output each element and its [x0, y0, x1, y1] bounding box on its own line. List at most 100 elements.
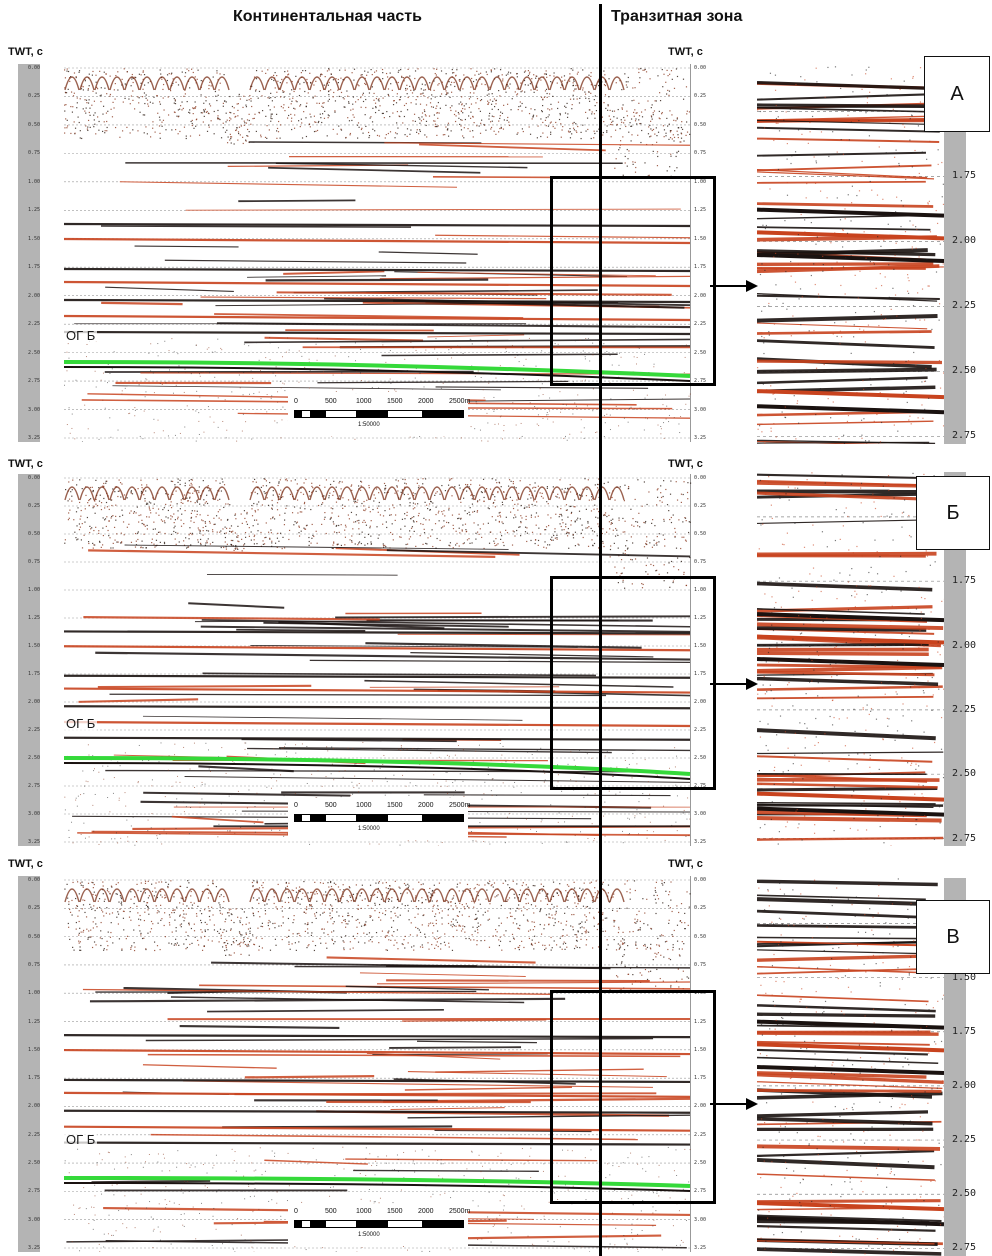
right-time-tick-label: 3.00 — [694, 811, 707, 817]
scale-bar-label: 1000 — [356, 398, 372, 405]
left-time-tick-label: 1.75 — [28, 264, 41, 271]
left-time-tick-label: 3.00 — [28, 1216, 41, 1223]
zoom-arrow — [710, 279, 758, 293]
scale-bar-label: 2500m — [449, 1208, 471, 1215]
right-time-tick-label: 1.00 — [694, 587, 707, 593]
zoom-time-tick-label: 2.75 — [952, 430, 977, 442]
zoom-time-tick-label: 1.50 — [952, 971, 977, 983]
scale-ratio-label: 1:50000 — [358, 1232, 380, 1238]
right-time-tick-label: 1.50 — [694, 643, 707, 649]
zoom-time-tick-label: 1.75 — [952, 170, 977, 182]
scale-bar: 0 500 1000 1500 2000 2500m 1:50000 — [288, 394, 470, 436]
zoom-seismic-section — [757, 66, 944, 444]
left-time-tick-label: 1.00 — [28, 178, 41, 185]
og-b-horizon — [63, 1176, 691, 1188]
scale-ratio-label: 1:50000 — [358, 422, 380, 428]
right-time-tick-label: 3.00 — [694, 406, 707, 413]
left-time-tick-label: 0.00 — [28, 877, 41, 883]
seismic-section — [63, 67, 691, 442]
left-time-tick-label: 0.00 — [28, 65, 41, 71]
zoom-area-frame — [550, 176, 716, 386]
twt-axis-label-right: TWT, с — [668, 858, 703, 870]
scale-bar-label: 1000 — [356, 802, 372, 809]
left-time-tick-label: 2.50 — [28, 755, 41, 761]
left-time-tick-label: 1.25 — [28, 207, 41, 214]
scale-bar-label: 500 — [325, 802, 337, 809]
right-time-tick-label: 1.75 — [694, 671, 707, 677]
scale-bar-graphic — [294, 410, 464, 418]
right-time-tick-label: 1.75 — [694, 264, 707, 271]
right-time-tick-label: 0.50 — [694, 121, 707, 128]
left-time-tick-label: 0.25 — [28, 905, 41, 912]
left-time-tick-label: 1.25 — [28, 1018, 41, 1025]
zoom-time-tick-label: 2.00 — [952, 1079, 977, 1091]
left-time-tick-label: 2.25 — [28, 1131, 41, 1138]
zoom-time-tick-label: 2.00 — [952, 639, 977, 651]
left-time-tick-label: 0.75 — [28, 961, 41, 968]
left-time-tick-label: 0.75 — [28, 150, 41, 157]
right-time-tick-label: 3.25 — [694, 839, 707, 845]
seismic-panel-a: TWT, с TWT, с 0.00 0.25 0.50 0.75 1.00 1.25 1.50… — [0, 36, 992, 448]
right-time-tick-label: 2.00 — [694, 292, 707, 299]
left-time-tick-label: 1.50 — [28, 1046, 41, 1053]
zoom-arrow — [710, 677, 758, 691]
zoom-time-tick-label: 2.25 — [952, 300, 977, 312]
zoom-time-tick-label: 2.00 — [952, 235, 977, 247]
zoom-time-tick-label: 2.25 — [952, 703, 977, 715]
zoom-time-axis — [944, 472, 966, 846]
right-time-tick-label: 3.00 — [694, 1216, 707, 1223]
right-time-tick-label: 2.00 — [694, 1103, 707, 1110]
right-time-tick-label: 2.75 — [694, 1188, 707, 1195]
scale-bar-label: 1500 — [387, 1208, 403, 1215]
right-time-tick-label: 3.25 — [694, 1245, 707, 1251]
zoom-seismic-section — [757, 472, 944, 846]
left-time-tick-label: 2.75 — [28, 378, 41, 385]
zoom-section-wrapper — [757, 878, 944, 1256]
left-time-tick-label: 2.00 — [28, 292, 41, 299]
first-arrival-noise — [64, 68, 691, 179]
zoom-arrow — [710, 1097, 758, 1111]
left-time-tick-label: 1.50 — [28, 235, 41, 242]
twt-axis-label-left: TWT, с — [8, 46, 43, 58]
boundary-divider-line — [599, 4, 602, 1256]
zoom-time-tick-label: 2.50 — [952, 1188, 977, 1200]
scale-bar: 0 500 1000 1500 2000 2500m 1:50000 — [288, 798, 470, 840]
left-time-tick-label: 0.50 — [28, 933, 41, 940]
og-b-horizon — [63, 360, 691, 378]
scale-bar-label: 0 — [294, 398, 298, 405]
left-time-tick-label: 3.00 — [28, 811, 41, 817]
left-time-axis — [18, 474, 40, 846]
right-time-tick-label: 0.25 — [694, 503, 707, 509]
scale-bar-graphic-wrapper — [294, 814, 464, 822]
right-time-tick-label: 1.50 — [694, 235, 707, 242]
right-time-tick-label: 3.25 — [694, 435, 707, 441]
zoom-time-tick-label: 2.75 — [952, 832, 977, 844]
left-time-tick-label: 0.50 — [28, 531, 41, 537]
zoom-section-wrapper — [757, 472, 944, 846]
twt-axis-label-left: TWT, с — [8, 858, 43, 870]
left-time-tick-label: 3.00 — [28, 406, 41, 413]
left-time-tick-label: 2.00 — [28, 699, 41, 705]
left-time-axis — [18, 64, 40, 442]
right-time-tick-label: 0.00 — [694, 475, 707, 481]
seismic-reflectors — [63, 956, 691, 1252]
zoom-time-tick-label: 2.75 — [952, 1242, 977, 1254]
scale-bar-label: 1000 — [356, 1208, 372, 1215]
panel-letter-label: Б — [916, 476, 990, 550]
right-time-tick-label: 0.00 — [694, 877, 707, 883]
right-time-tick-label: 1.75 — [694, 1075, 707, 1082]
twt-axis-label-right: TWT, с — [668, 46, 703, 58]
right-time-tick-label: 0.75 — [694, 559, 707, 565]
scale-bar-label: 2000 — [418, 398, 434, 405]
right-time-tick-label: 1.25 — [694, 615, 707, 621]
right-time-tick-label: 0.75 — [694, 150, 707, 157]
scale-bar: 0 500 1000 1500 2000 2500m 1:50000 — [288, 1204, 471, 1246]
arrow-right-icon — [710, 280, 758, 292]
left-time-tick-label: 1.25 — [28, 615, 41, 621]
right-time-tick-label: 0.75 — [694, 961, 707, 968]
left-time-tick-label: 0.75 — [28, 559, 41, 565]
left-time-tick-label: 0.25 — [28, 93, 41, 100]
right-time-tick-label: 0.25 — [694, 93, 707, 100]
left-time-tick-label: 2.50 — [28, 1160, 41, 1167]
left-time-tick-label: 3.25 — [28, 435, 41, 441]
